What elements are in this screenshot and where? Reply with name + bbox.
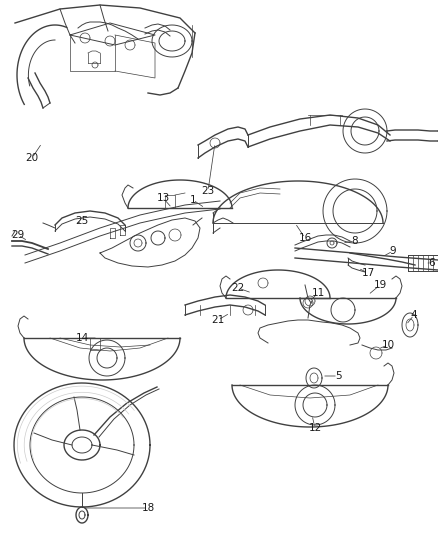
Text: 10: 10 [381,340,395,350]
Text: 20: 20 [25,153,39,163]
Text: 16: 16 [298,233,311,243]
Text: 17: 17 [361,268,374,278]
Text: 4: 4 [411,310,417,320]
Text: 12: 12 [308,423,321,433]
Text: 14: 14 [75,333,88,343]
Text: 5: 5 [335,371,341,381]
Text: 6: 6 [429,258,435,268]
Text: 9: 9 [390,246,396,256]
Text: 23: 23 [201,186,215,196]
Text: 11: 11 [311,288,325,298]
Text: 29: 29 [11,230,25,240]
Text: 25: 25 [75,216,88,226]
Text: 13: 13 [156,193,170,203]
Text: 22: 22 [231,283,245,293]
Text: 8: 8 [352,236,358,246]
Text: 19: 19 [373,280,387,290]
Text: 1: 1 [190,195,196,205]
Text: 21: 21 [212,315,225,325]
Text: 18: 18 [141,503,155,513]
